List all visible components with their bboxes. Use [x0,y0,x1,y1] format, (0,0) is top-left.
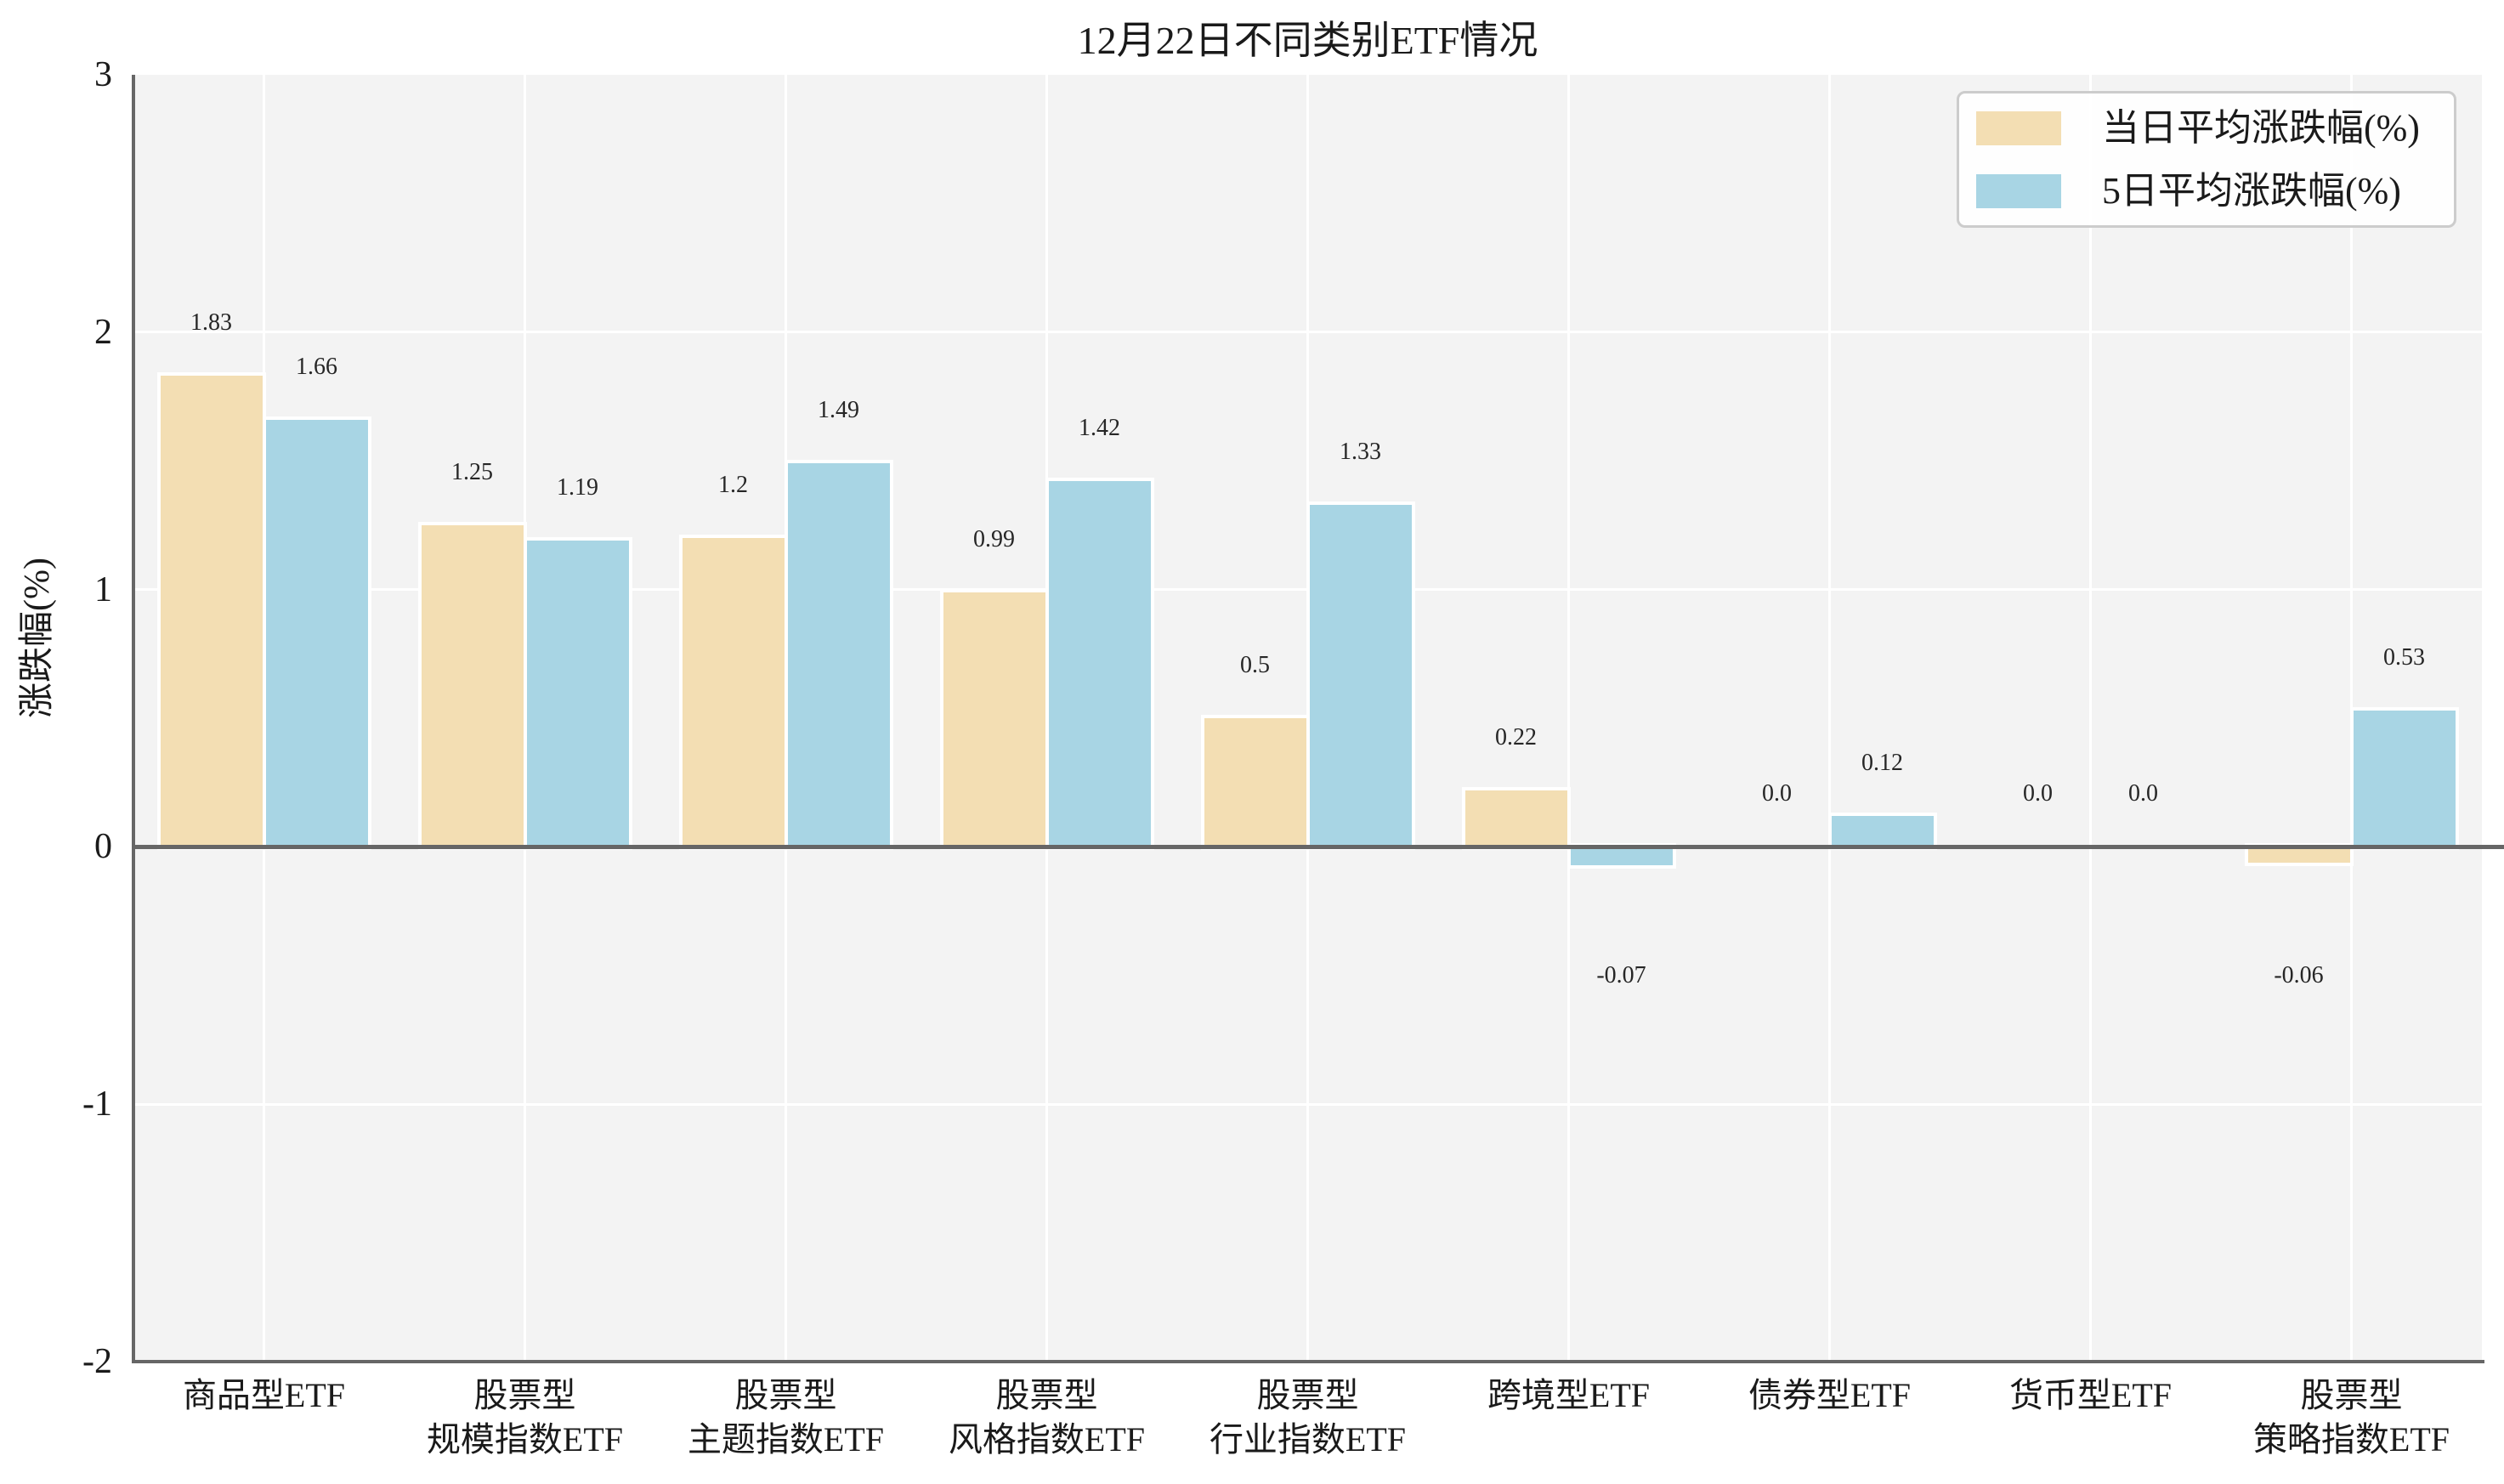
x-tick-label: 股票型 风格指数ETF [948,1376,1146,1459]
bar-daily [678,535,788,851]
y-tick-label: 0 [94,827,112,867]
legend-label-5day: 5日平均涨跌幅(%) [2102,169,2401,212]
bar-value-label: 0.5 [1240,652,1270,678]
legend-label-daily: 当日平均涨跌幅(%) [2102,106,2420,149]
bar-daily [417,521,527,851]
bar-value-label: 1.25 [451,458,493,485]
x-tick-label: 股票型 主题指数ETF [687,1376,885,1459]
y-axis-spine [132,75,135,1363]
bar-daily [2244,843,2354,866]
legend: 当日平均涨跌幅(%) 5日平均涨跌幅(%) [1957,91,2456,228]
v-gridline [524,75,526,1362]
bar-5day [1045,478,1154,851]
bar-5day [523,537,632,851]
bar-value-label: 0.0 [2023,780,2053,807]
x-tick-label: 股票型 行业指数ETF [1209,1376,1407,1459]
bar-value-label: 0.99 [973,525,1015,552]
y-tick-label: 3 [94,55,112,94]
v-gridline [263,75,265,1362]
bar-value-label: 1.49 [818,397,859,424]
bar-5day [784,460,893,851]
x-tick-label: 跨境型ETF [1487,1376,1651,1414]
bar-value-label: 0.0 [1762,780,1792,807]
legend-swatch-daily [1976,110,2061,145]
legend-swatch-5day [1976,173,2061,208]
x-tick-label: 商品型ETF [182,1376,346,1414]
bar-daily [156,372,266,851]
bar-value-label: -0.07 [1596,962,1646,989]
chart-title: 12月22日不同类别ETF情况 [1077,19,1538,62]
bar-value-label: 1.83 [190,309,232,337]
bar-5day [1306,501,1415,851]
v-gridline [1306,75,1309,1362]
bar-value-label: 0.22 [1495,723,1537,750]
bar-value-label: 1.19 [557,474,598,501]
v-gridline [785,75,787,1362]
bar-daily [939,588,1049,851]
v-gridline [2350,75,2353,1362]
bar-value-label: 0.53 [2383,643,2425,671]
legend-row-daily: 当日平均涨跌幅(%) [1976,106,2437,149]
bar-value-label: 1.33 [1340,438,1381,465]
bar-5day [1827,813,1937,851]
legend-row-5day: 5日平均涨跌幅(%) [1976,169,2437,212]
y-tick-label: -1 [82,1085,112,1124]
v-gridline [2089,75,2092,1362]
y-tick-label: -2 [82,1342,112,1381]
v-gridline [1828,75,1831,1362]
bar-daily [1461,786,1571,851]
bar-value-label: 1.66 [296,353,337,380]
bar-value-label: -0.06 [2274,962,2324,989]
plot-area [133,75,2482,1362]
y-tick-label: 2 [94,312,112,352]
bar-value-label: 0.0 [2128,780,2158,807]
zero-axis-line [133,845,2504,849]
bar-value-label: 1.2 [718,472,748,499]
v-gridline [1045,75,1048,1362]
x-tick-label: 债券型ETF [1748,1376,1912,1414]
bar-value-label: 0.12 [1861,750,1903,777]
bar-5day [262,416,371,851]
x-tick-label: 股票型 策略指数ETF [2252,1376,2450,1459]
y-axis-title: 涨跌幅(%) [18,558,57,718]
v-gridline [1567,75,1570,1362]
bar-5day [1566,843,1676,869]
bar-daily [1200,714,1310,851]
bar-5day [2349,706,2459,851]
bar-value-label: 1.42 [1079,415,1120,442]
x-axis-spine [132,1360,2484,1363]
x-tick-label: 货币型ETF [2008,1376,2173,1414]
y-tick-label: 1 [94,569,112,609]
x-tick-label: 股票型 规模指数ETF [426,1376,624,1459]
